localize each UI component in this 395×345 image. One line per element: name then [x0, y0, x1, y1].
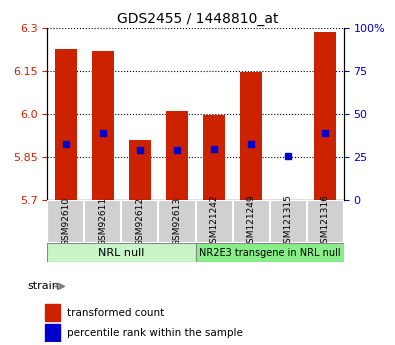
FancyBboxPatch shape	[196, 200, 233, 243]
FancyBboxPatch shape	[233, 200, 269, 243]
Text: NRL null: NRL null	[98, 248, 145, 258]
Bar	[314, 32, 336, 200]
FancyBboxPatch shape	[122, 200, 158, 243]
Text: strain: strain	[27, 282, 59, 291]
Text: GSM121315: GSM121315	[284, 194, 293, 249]
Text: GSM121249: GSM121249	[246, 194, 256, 249]
Bar	[129, 140, 151, 200]
Text: GSM92610: GSM92610	[61, 197, 70, 246]
Text: GSM121242: GSM121242	[209, 195, 218, 249]
Text: NR2E3 transgene in NRL null: NR2E3 transgene in NRL null	[199, 248, 340, 258]
FancyBboxPatch shape	[307, 200, 344, 243]
Bar	[166, 111, 188, 200]
Bar	[92, 51, 114, 200]
Bar	[45, 324, 60, 342]
FancyBboxPatch shape	[196, 243, 344, 262]
Text: percentile rank within the sample: percentile rank within the sample	[67, 328, 243, 338]
Text: GSM92613: GSM92613	[173, 197, 182, 246]
Bar	[55, 49, 77, 200]
Text: transformed count: transformed count	[67, 308, 164, 317]
Text: GSM92612: GSM92612	[135, 197, 145, 246]
Bar	[203, 115, 225, 200]
Bar	[240, 72, 262, 200]
FancyBboxPatch shape	[47, 243, 196, 262]
FancyBboxPatch shape	[85, 200, 122, 243]
FancyBboxPatch shape	[47, 200, 85, 243]
Text: GSM121316: GSM121316	[321, 194, 330, 249]
Bar	[45, 304, 60, 321]
Text: GSM92611: GSM92611	[98, 197, 107, 246]
Text: GDS2455 / 1448810_at: GDS2455 / 1448810_at	[117, 12, 278, 26]
FancyBboxPatch shape	[269, 200, 307, 243]
FancyBboxPatch shape	[158, 200, 196, 243]
